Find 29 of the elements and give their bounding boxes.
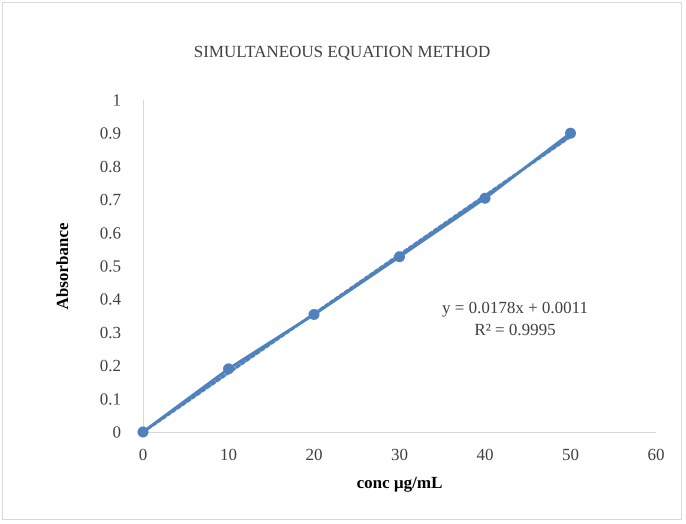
y-tick-label: 0.6	[100, 223, 121, 242]
point	[138, 426, 148, 438]
point	[394, 251, 405, 262]
y-tick-label: 0.4	[100, 290, 122, 309]
x-tick-label: 20	[306, 445, 322, 464]
point	[565, 128, 576, 139]
y-tick-label: 0.8	[100, 156, 121, 176]
y-tick-label: 0.3	[100, 322, 121, 342]
point	[480, 192, 490, 204]
point	[308, 308, 320, 320]
y-tick-label: 0.2	[100, 356, 121, 376]
x-tick-label: 30	[391, 445, 408, 464]
chart-title: SIMULTANEOUS EQUATION METHOD	[194, 42, 490, 61]
y-tick-label: 0.9	[100, 124, 121, 143]
x-tick-label: 10	[220, 445, 237, 464]
y-tick-label: 0.1	[100, 389, 121, 408]
y-tick-label: 0.7	[100, 190, 122, 210]
x-tick-label: 50	[562, 445, 579, 464]
annotation: R² = 0.9995	[474, 320, 556, 339]
point	[223, 363, 234, 374]
y-tick-label: 0	[112, 422, 121, 442]
annotation: y = 0.0178x + 0.0011	[442, 298, 588, 317]
y-tick-label: 0.5	[100, 256, 121, 276]
x-tick-label: 40	[476, 445, 494, 464]
x-axis-title: conc µg/mL	[356, 473, 442, 492]
x-tick-label: 0	[138, 445, 148, 464]
x-tick-label: 60	[648, 445, 664, 464]
y-tick-label: 1	[112, 90, 121, 110]
y-axis-title: Absorbance	[53, 222, 72, 310]
